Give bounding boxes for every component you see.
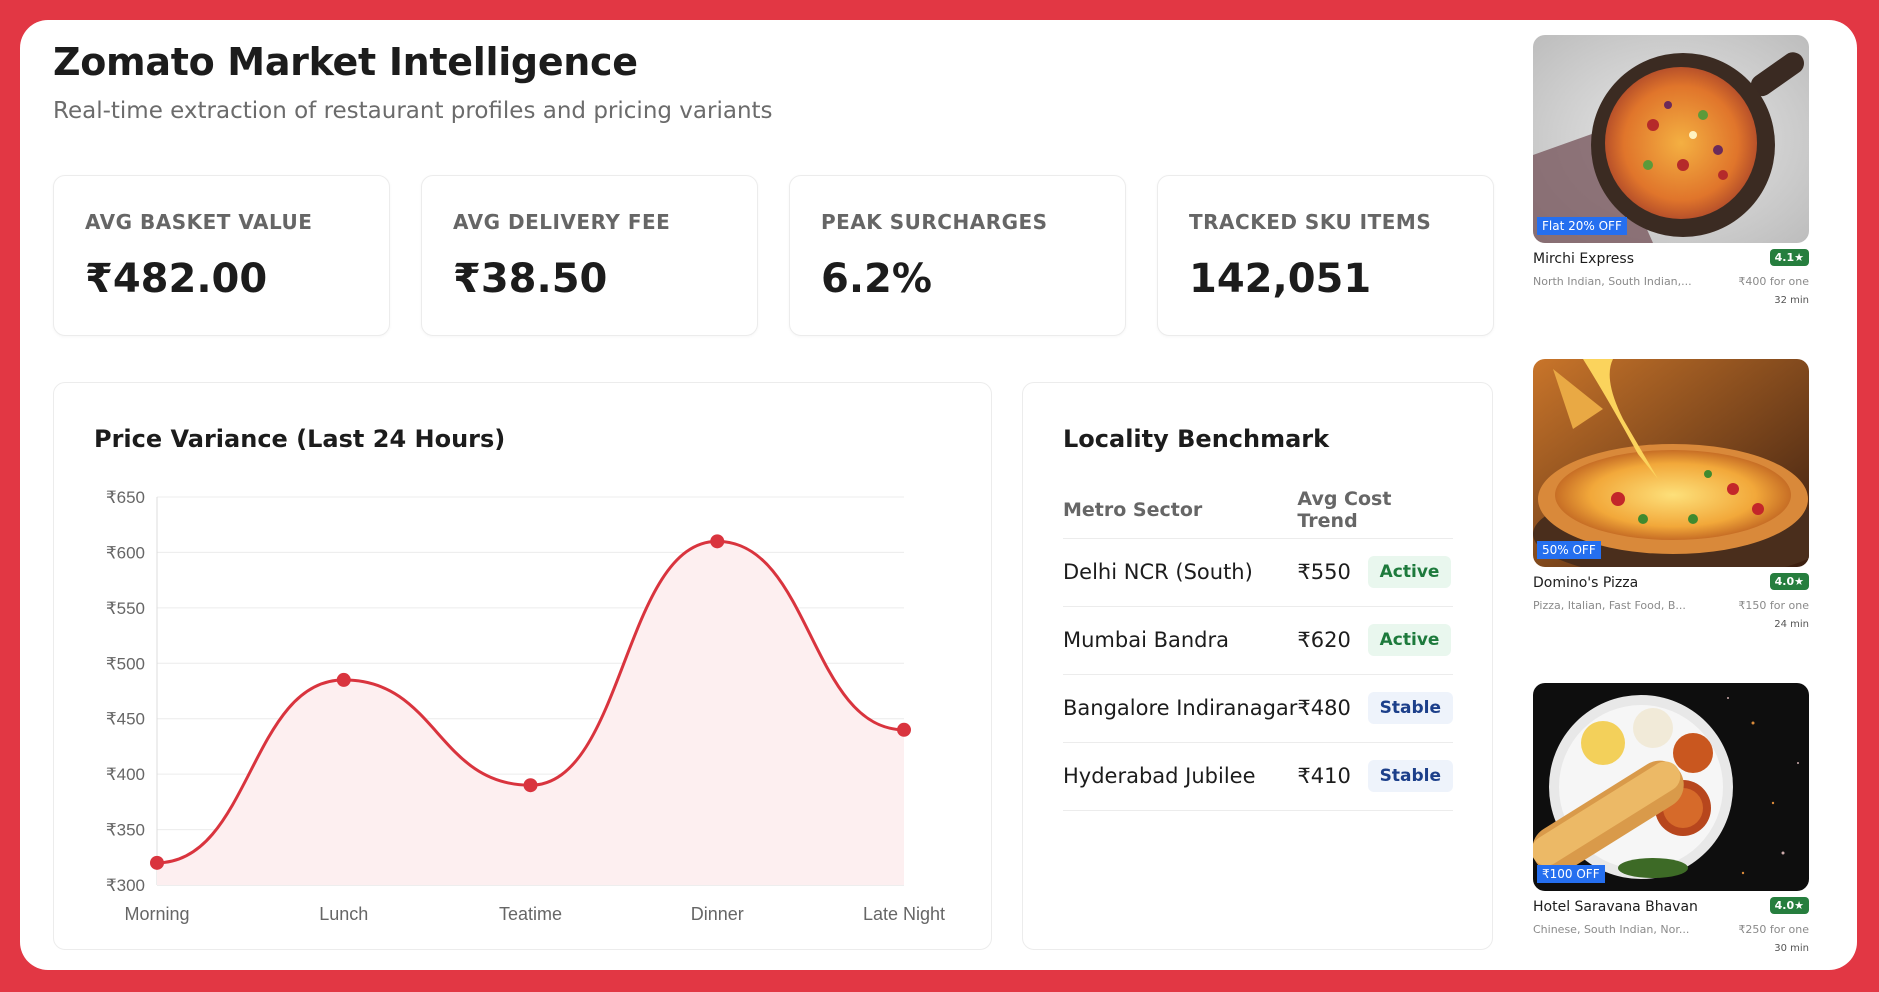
data-point <box>710 534 725 549</box>
series-area <box>157 541 904 885</box>
cuisine-list: Chinese, South Indian, Nor... <box>1533 923 1690 936</box>
kpi-label: AVG BASKET VALUE <box>85 210 313 234</box>
price-for-one: ₹250 for one <box>1738 923 1809 936</box>
table-row: Bangalore Indiranagar ₹480 Stable <box>1063 674 1453 743</box>
status-badge: Active <box>1367 624 1452 656</box>
dosa-thali-image <box>1533 683 1809 891</box>
restaurant-card-saravana-bhavan[interactable]: ₹100 OFF Hotel Saravana Bhavan 4.0★ Chin… <box>1533 683 1809 954</box>
y-tick-label: ₹550 <box>106 599 145 618</box>
x-tick-label: Late Night <box>863 904 945 924</box>
y-tick-label: ₹650 <box>106 488 145 507</box>
restaurant-name[interactable]: Mirchi Express <box>1533 251 1634 267</box>
y-tick-label: ₹400 <box>106 765 145 784</box>
data-point <box>523 778 538 793</box>
status-badge: Stable <box>1367 760 1453 792</box>
table-row: Hyderabad Jubilee ₹410 Stable <box>1063 742 1453 811</box>
cuisine-list: North Indian, South Indian,... <box>1533 275 1692 288</box>
kpi-card-tracked-sku: TRACKED SKU ITEMS 142,051 <box>1157 175 1494 336</box>
benchmark-table: Metro Sector Avg Cost Trend Delhi NCR (S… <box>1063 483 1453 811</box>
restaurant-image[interactable]: Flat 20% OFF <box>1533 35 1809 243</box>
rating-badge: 4.1★ <box>1769 249 1809 266</box>
offer-badge: ₹100 OFF <box>1537 865 1605 883</box>
x-tick-label: Teatime <box>499 904 562 924</box>
price-for-one: ₹400 for one <box>1738 275 1809 288</box>
dashboard-frame: Zomato Market Intelligence Real-time ext… <box>20 20 1857 970</box>
restaurant-image[interactable]: 50% OFF <box>1533 359 1809 567</box>
status-badge: Stable <box>1367 692 1453 724</box>
table-header-row: Metro Sector Avg Cost Trend <box>1063 483 1453 539</box>
x-tick-label: Lunch <box>319 904 368 924</box>
restaurant-card-mirchi-express[interactable]: Flat 20% OFF Mirchi Express 4.1★ North I… <box>1533 35 1809 306</box>
rating-badge: 4.0★ <box>1769 573 1809 590</box>
offer-badge: Flat 20% OFF <box>1537 217 1627 235</box>
kpi-label: TRACKED SKU ITEMS <box>1189 210 1432 234</box>
kpi-value: ₹38.50 <box>453 256 608 302</box>
offer-badge: 50% OFF <box>1537 541 1601 559</box>
price-variance-panel: Price Variance (Last 24 Hours) ₹300 ₹350 ₹… <box>53 382 992 950</box>
table-row: Mumbai Bandra ₹620 Active <box>1063 606 1453 675</box>
data-point <box>336 672 351 687</box>
cost-cell: ₹480 <box>1297 674 1368 743</box>
price-variance-chart: ₹300 ₹350 ₹400 ₹450 ₹500 ₹550 ₹600 ₹650 Morning L… <box>106 488 945 924</box>
y-tick-label: ₹350 <box>106 821 145 840</box>
price-for-one: ₹150 for one <box>1738 599 1809 612</box>
kpi-value: ₹482.00 <box>85 256 268 302</box>
restaurant-name[interactable]: Hotel Saravana Bhavan <box>1533 899 1698 915</box>
sector-cell: Hyderabad Jubilee <box>1063 742 1298 811</box>
y-tick-label: ₹300 <box>106 876 145 895</box>
column-header-cost: Avg Cost Trend <box>1297 483 1453 539</box>
restaurant-image[interactable]: ₹100 OFF <box>1533 683 1809 891</box>
chart-title: Price Variance (Last 24 Hours) <box>94 425 506 453</box>
page-subtitle: Real-time extraction of restaurant profi… <box>53 98 773 124</box>
kpi-card-peak-surcharges: PEAK SURCHARGES 6.2% <box>789 175 1126 336</box>
y-tick-label: ₹450 <box>106 710 145 729</box>
kpi-card-avg-delivery: AVG DELIVERY FEE ₹38.50 <box>421 175 758 336</box>
x-tick-label: Morning <box>124 904 189 924</box>
cost-cell: ₹410 <box>1297 742 1368 811</box>
delivery-time: 24 min <box>1774 619 1809 630</box>
y-tick-label: ₹500 <box>106 654 145 673</box>
kpi-value: 142,051 <box>1189 256 1372 302</box>
pizza-on-board-image <box>1533 35 1809 243</box>
cost-cell: ₹550 <box>1297 538 1368 607</box>
restaurant-card-dominos[interactable]: 50% OFF Domino's Pizza 4.0★ Pizza, Itali… <box>1533 359 1809 630</box>
kpi-label: AVG DELIVERY FEE <box>453 210 671 234</box>
sector-cell: Delhi NCR (South) <box>1063 538 1298 607</box>
cost-cell: ₹620 <box>1297 606 1368 675</box>
data-point <box>150 855 164 870</box>
cheese-pull-pizza-image <box>1533 359 1809 567</box>
status-badge: Active <box>1367 556 1452 588</box>
page-title: Zomato Market Intelligence <box>53 40 638 84</box>
sector-cell: Mumbai Bandra <box>1063 606 1298 675</box>
kpi-value: 6.2% <box>821 256 932 302</box>
data-point <box>897 722 911 737</box>
sector-cell: Bangalore Indiranagar <box>1063 674 1298 743</box>
column-header-sector: Metro Sector <box>1063 483 1298 539</box>
y-tick-label: ₹600 <box>106 543 145 562</box>
kpi-card-avg-basket: AVG BASKET VALUE ₹482.00 <box>53 175 390 336</box>
cuisine-list: Pizza, Italian, Fast Food, B... <box>1533 599 1686 612</box>
x-tick-label: Dinner <box>691 904 744 924</box>
delivery-time: 30 min <box>1774 943 1809 954</box>
restaurant-name[interactable]: Domino's Pizza <box>1533 575 1639 591</box>
table-row: Delhi NCR (South) ₹550 Active <box>1063 538 1453 607</box>
rating-badge: 4.0★ <box>1769 897 1809 914</box>
kpi-label: PEAK SURCHARGES <box>821 210 1048 234</box>
delivery-time: 32 min <box>1774 295 1809 306</box>
benchmark-title: Locality Benchmark <box>1063 425 1330 453</box>
locality-benchmark-panel: Locality Benchmark Metro Sector Avg Cost… <box>1022 382 1493 950</box>
